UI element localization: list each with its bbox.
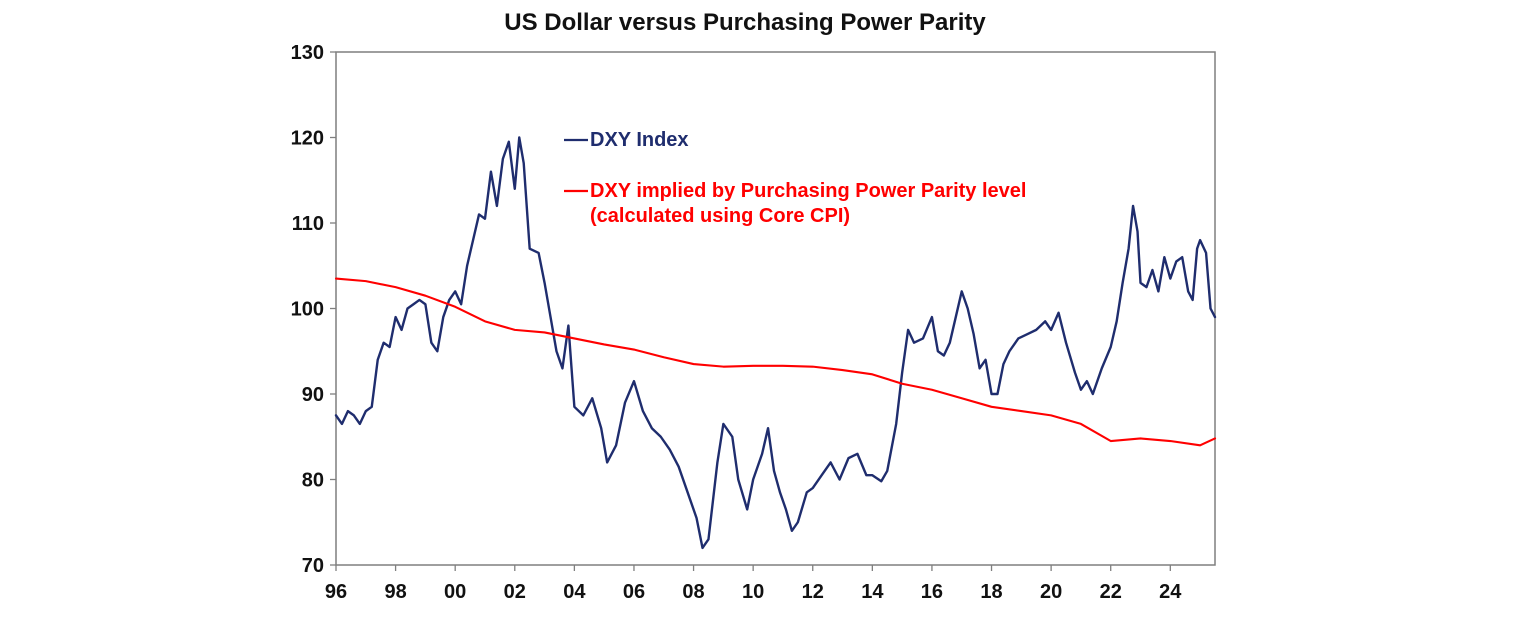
x-axis: 96 98 00 02 04 06 08 10 12 14 16 18 20 22 24: [325, 565, 1182, 603]
legend-label-ppp-subtitle: (calculated using Core CPI): [590, 205, 850, 227]
y-tick-label: 130: [291, 42, 324, 64]
x-tick-label: 22: [1100, 581, 1122, 603]
x-tick-label: 12: [802, 581, 824, 603]
x-tick-label: 14: [861, 581, 884, 603]
series-line-dxy-index: [334, 136, 1217, 550]
series-layer: [334, 136, 1217, 550]
chart-title: US Dollar versus Purchasing Power Parity: [504, 9, 986, 36]
y-tick-label: 100: [291, 299, 324, 321]
x-tick-label: 02: [504, 581, 526, 603]
legend: DXY Index DXY implied by Purchasing Powe…: [564, 129, 1026, 227]
x-tick-label: 20: [1040, 581, 1062, 603]
y-tick-label: 90: [302, 384, 324, 406]
x-tick-label: 00: [444, 581, 466, 603]
y-axis: 70 80 90 100 110 120 130: [291, 42, 336, 577]
y-tick-label: 110: [292, 213, 324, 235]
x-tick-label: 24: [1159, 581, 1182, 603]
x-tick-label: 16: [921, 581, 943, 603]
y-tick-label: 80: [302, 470, 324, 492]
legend-label-dxy-index: DXY Index: [590, 129, 689, 151]
x-tick-label: 08: [682, 581, 704, 603]
series-line-ppp-implied: [334, 277, 1217, 447]
y-tick-label: 120: [291, 128, 324, 150]
plot-frame: [335, 51, 1216, 566]
x-tick-label: 98: [384, 581, 406, 603]
x-tick-label: 10: [742, 581, 764, 603]
x-tick-label: 04: [563, 581, 586, 603]
y-tick-label: 70: [302, 555, 324, 577]
legend-label-ppp: DXY implied by Purchasing Power Parity l…: [590, 180, 1026, 202]
x-tick-label: 06: [623, 581, 645, 603]
x-tick-label: 18: [980, 581, 1002, 603]
x-tick-label: 96: [325, 581, 347, 603]
